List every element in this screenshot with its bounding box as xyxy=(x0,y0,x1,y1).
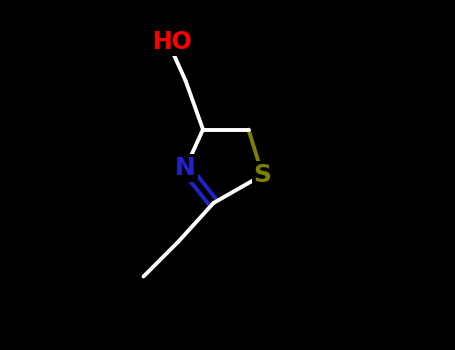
Text: S: S xyxy=(253,163,272,187)
Text: HO: HO xyxy=(153,30,193,54)
Text: N: N xyxy=(175,156,196,180)
